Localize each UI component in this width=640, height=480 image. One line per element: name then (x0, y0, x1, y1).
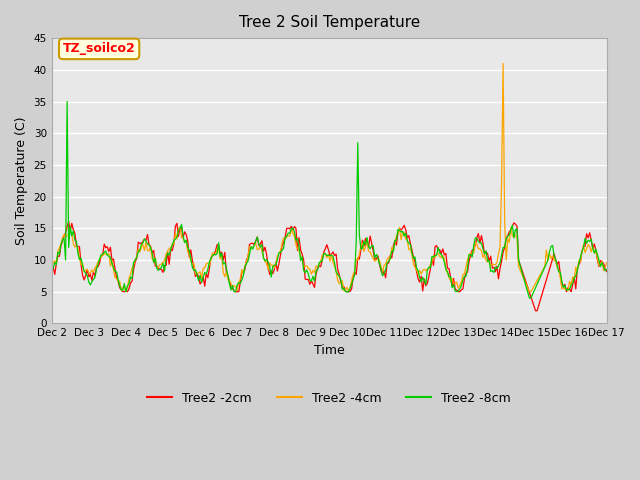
Tree2 -2cm (292, 226, 300, 231)
Tree2 -2cm (117, 287, 125, 292)
Tree2 -4cm (48, 256, 56, 262)
Line: Tree2 -8cm: Tree2 -8cm (52, 101, 607, 298)
Tree2 -4cm (116, 278, 124, 284)
Tree2 -8cm (243, 261, 250, 266)
Tree2 -2cm (532, 308, 540, 313)
Tree2 -2cm (243, 257, 250, 263)
Line: Tree2 -4cm: Tree2 -4cm (52, 63, 607, 292)
Tree2 -8cm (525, 295, 533, 301)
Tree2 -8cm (63, 98, 71, 104)
Tree2 -8cm (234, 282, 241, 288)
X-axis label: Time: Time (314, 344, 344, 357)
Tree2 -4cm (291, 233, 298, 239)
Legend: Tree2 -2cm, Tree2 -4cm, Tree2 -8cm: Tree2 -2cm, Tree2 -4cm, Tree2 -8cm (142, 387, 516, 410)
Tree2 -8cm (48, 264, 56, 270)
Tree2 -8cm (575, 260, 582, 266)
Tree2 -2cm (215, 243, 223, 249)
Tree2 -2cm (575, 262, 582, 267)
Tree2 -2cm (234, 289, 241, 295)
Tree2 -4cm (575, 258, 582, 264)
Tree2 -2cm (65, 218, 72, 224)
Tree2 -8cm (215, 240, 223, 246)
Tree2 -8cm (292, 238, 300, 243)
Line: Tree2 -2cm: Tree2 -2cm (52, 221, 607, 311)
Tree2 -2cm (48, 263, 56, 268)
Text: TZ_soilco2: TZ_soilco2 (63, 42, 136, 55)
Tree2 -4cm (213, 246, 221, 252)
Tree2 -4cm (603, 260, 611, 265)
Title: Tree 2 Soil Temperature: Tree 2 Soil Temperature (239, 15, 420, 30)
Tree2 -4cm (499, 60, 507, 66)
Tree2 -8cm (117, 287, 125, 293)
Tree2 -2cm (603, 269, 611, 275)
Tree2 -4cm (241, 263, 249, 268)
Tree2 -8cm (603, 267, 611, 273)
Tree2 -4cm (525, 289, 533, 295)
Tree2 -4cm (232, 284, 239, 290)
Y-axis label: Soil Temperature (C): Soil Temperature (C) (15, 117, 28, 245)
